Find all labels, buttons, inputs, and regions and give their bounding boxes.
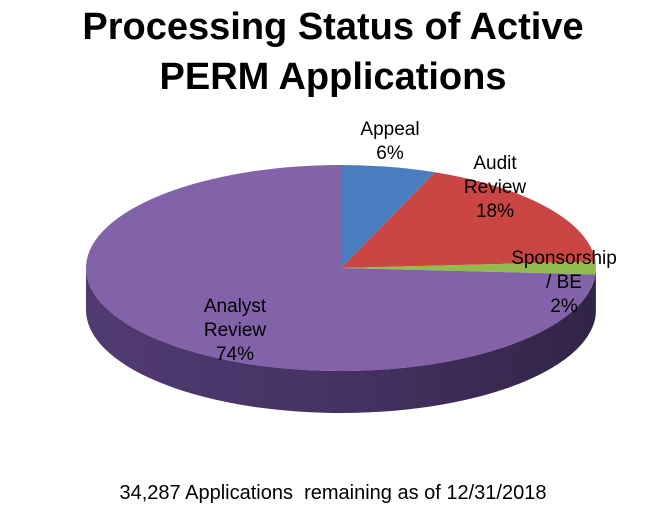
slice-name-appeal: Appeal — [360, 119, 420, 140]
pie-slice-analyst-review — [86, 165, 596, 371]
slice-value-analyst-review: 74% — [215, 344, 255, 365]
slice-name-sponsorship-be-1: Sponsorship — [511, 248, 617, 269]
chart-title-line-2: PERM Applications — [159, 56, 507, 98]
pie-slice-appeal — [341, 165, 435, 268]
slice-label-appeal: Appeal 6% — [340, 118, 440, 166]
pie-side-analyst-review-shade — [86, 268, 596, 414]
pie-side-sponsorship-be-shade — [595, 268, 596, 317]
slice-name-audit-review-2: Review — [463, 177, 527, 198]
pie-slice-sponsorship-be — [341, 261, 596, 275]
slice-value-sponsorship-be: 2% — [550, 296, 578, 317]
slice-label-analyst-review: Analyst Review 74% — [165, 295, 305, 367]
pie-slice-audit-review — [341, 172, 596, 268]
slice-value-appeal: 6% — [376, 143, 404, 164]
pie-top-faces — [86, 165, 596, 371]
chart-title-line-1: Processing Status of Active — [82, 6, 584, 48]
slice-label-audit-review: Audit Review 18% — [445, 152, 545, 224]
slice-name-analyst-review-1: Analyst — [203, 296, 267, 317]
slice-name-sponsorship-be-2: / BE — [546, 272, 582, 293]
pie-side-walls — [86, 268, 596, 414]
chart-title: Processing Status of Active PERM Applica… — [0, 2, 666, 102]
slice-name-audit-review-1: Audit — [473, 153, 517, 174]
slice-label-sponsorship-be: Sponsorship / BE 2% — [494, 247, 634, 319]
slice-name-analyst-review-2: Review — [203, 320, 267, 341]
chart-footnote: 34,287 Applications remaining as of 12/3… — [119, 482, 547, 504]
slice-value-audit-review: 18% — [475, 201, 515, 222]
